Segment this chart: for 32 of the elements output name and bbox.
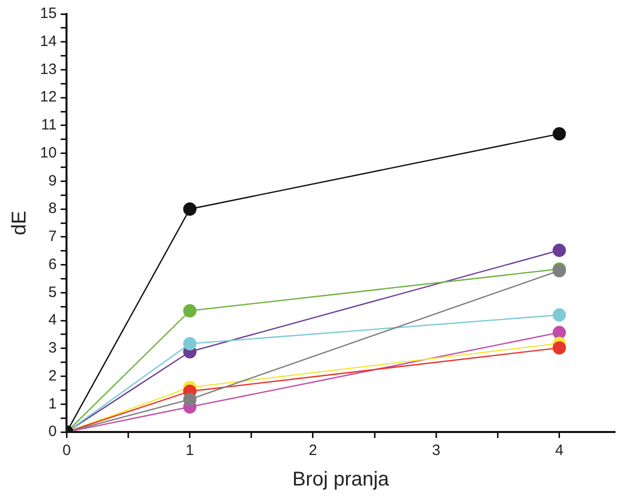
point (552, 341, 566, 354)
y-tick-label: 1 (48, 395, 57, 412)
x-tick-label: 1 (186, 442, 194, 460)
x-tick-label: 0 (62, 442, 71, 460)
y-tick-label: 14 (40, 33, 57, 50)
y-tick-label: 15 (40, 5, 57, 22)
y-tick-label: 13 (40, 60, 57, 78)
y-tick-label: 8 (48, 200, 57, 218)
point (183, 337, 196, 350)
point (552, 308, 566, 322)
y-tick-label: 2 (48, 367, 57, 384)
y-tick-label: 12 (40, 88, 57, 106)
y-tick-label: 0 (48, 423, 57, 440)
y-tick-label: 3 (48, 340, 57, 357)
point (183, 202, 196, 216)
y-tick-label: 5 (48, 284, 57, 301)
y-tick-label: 9 (48, 172, 57, 190)
point (552, 244, 566, 257)
x-tick-label: 2 (308, 442, 318, 460)
y-tick-label: 6 (48, 256, 57, 273)
point (552, 326, 566, 340)
y-tick-label: 11 (41, 116, 57, 134)
y-axis-title: dE (8, 210, 31, 236)
x-axis-title: Broj pranja (292, 468, 390, 491)
x-tick-label: 3 (432, 442, 440, 460)
point (552, 127, 566, 140)
y-tick-label: 4 (48, 312, 57, 329)
point (183, 392, 196, 406)
y-tick-label: 7 (48, 228, 57, 246)
y-tick-label: 10 (40, 144, 57, 162)
point (183, 304, 196, 318)
x-tick-label: 4 (555, 442, 564, 460)
